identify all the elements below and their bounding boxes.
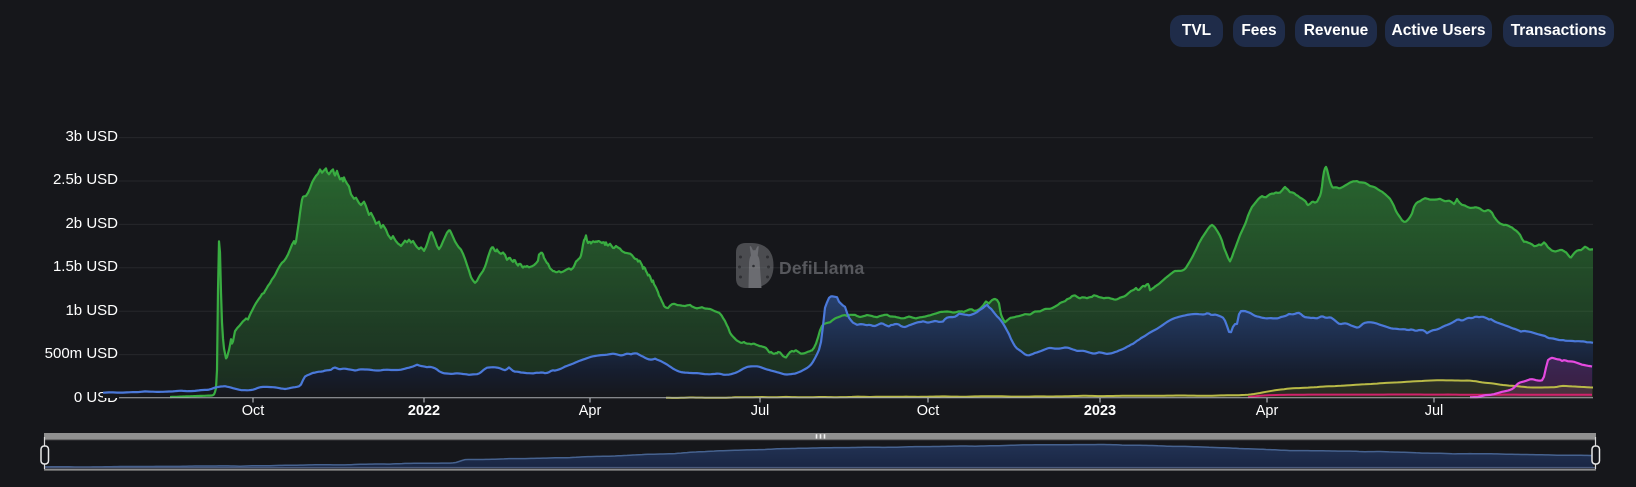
svg-text:Apr: Apr [579,403,602,419]
svg-text:DefiLlama: DefiLlama [779,258,865,278]
svg-text:2.5b USD: 2.5b USD [53,171,118,188]
svg-text:1b USD: 1b USD [65,302,118,319]
svg-text:2b USD: 2b USD [65,215,118,232]
svg-text:Jul: Jul [1425,403,1444,419]
svg-text:Apr: Apr [1256,403,1279,419]
svg-text:2023: 2023 [1084,403,1116,419]
svg-text:Oct: Oct [242,403,265,419]
svg-text:Oct: Oct [917,403,940,419]
svg-text:1.5b USD: 1.5b USD [53,258,118,275]
svg-text:3b USD: 3b USD [65,128,118,145]
svg-text:500m USD: 500m USD [45,345,119,362]
svg-text:2022: 2022 [408,403,440,419]
svg-text:Jul: Jul [751,403,770,419]
